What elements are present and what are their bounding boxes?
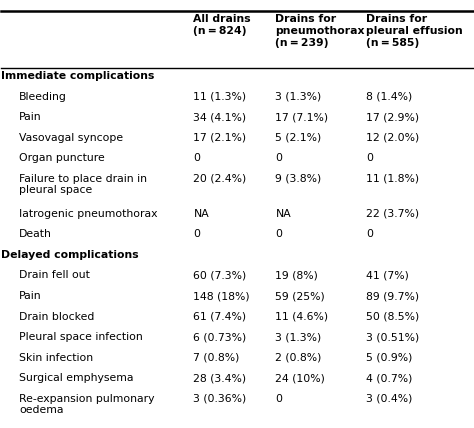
Text: Failure to place drain in
pleural space: Failure to place drain in pleural space <box>19 174 147 195</box>
Text: 60 (7.3%): 60 (7.3%) <box>193 270 246 280</box>
Text: 3 (0.4%): 3 (0.4%) <box>366 394 412 404</box>
Text: 0: 0 <box>275 229 283 239</box>
Text: 0: 0 <box>193 229 201 239</box>
Text: 6 (0.73%): 6 (0.73%) <box>193 332 246 342</box>
Text: 17 (2.1%): 17 (2.1%) <box>193 133 246 143</box>
Text: 3 (0.51%): 3 (0.51%) <box>366 332 419 342</box>
Text: 28 (3.4%): 28 (3.4%) <box>193 373 246 383</box>
Text: Drains for
pleural effusion
(n = 585): Drains for pleural effusion (n = 585) <box>366 14 463 48</box>
Text: Drain fell out: Drain fell out <box>19 270 90 280</box>
Text: 3 (1.3%): 3 (1.3%) <box>275 92 322 101</box>
Text: Death: Death <box>19 229 52 239</box>
Text: NA: NA <box>193 209 209 219</box>
Text: 148 (18%): 148 (18%) <box>193 291 250 301</box>
Text: 50 (8.5%): 50 (8.5%) <box>366 312 419 321</box>
Text: 59 (25%): 59 (25%) <box>275 291 325 301</box>
Text: All drains
(n = 824): All drains (n = 824) <box>193 14 251 36</box>
Text: Immediate complications: Immediate complications <box>1 71 155 81</box>
Text: 8 (1.4%): 8 (1.4%) <box>366 92 412 101</box>
Text: 19 (8%): 19 (8%) <box>275 270 318 280</box>
Text: 61 (7.4%): 61 (7.4%) <box>193 312 246 321</box>
Text: 0: 0 <box>366 229 373 239</box>
Text: 0: 0 <box>275 153 283 163</box>
Text: 0: 0 <box>366 153 373 163</box>
Text: 89 (9.7%): 89 (9.7%) <box>366 291 419 301</box>
Text: 20 (2.4%): 20 (2.4%) <box>193 174 246 184</box>
Text: Vasovagal syncope: Vasovagal syncope <box>19 133 123 143</box>
Text: 2 (0.8%): 2 (0.8%) <box>275 353 322 363</box>
Text: Pain: Pain <box>19 112 42 122</box>
Text: 11 (1.8%): 11 (1.8%) <box>366 174 419 184</box>
Text: 3 (0.36%): 3 (0.36%) <box>193 394 246 404</box>
Text: 7 (0.8%): 7 (0.8%) <box>193 353 240 363</box>
Text: NA: NA <box>275 209 291 219</box>
Text: Pleural space infection: Pleural space infection <box>19 332 143 342</box>
Text: Drain blocked: Drain blocked <box>19 312 94 321</box>
Text: 3 (1.3%): 3 (1.3%) <box>275 332 322 342</box>
Text: Bleeding: Bleeding <box>19 92 67 101</box>
Text: 9 (3.8%): 9 (3.8%) <box>275 174 322 184</box>
Text: Iatrogenic pneumothorax: Iatrogenic pneumothorax <box>19 209 157 219</box>
Text: 0: 0 <box>275 394 283 404</box>
Text: 11 (4.6%): 11 (4.6%) <box>275 312 328 321</box>
Text: 41 (7%): 41 (7%) <box>366 270 409 280</box>
Text: 11 (1.3%): 11 (1.3%) <box>193 92 246 101</box>
Text: 5 (0.9%): 5 (0.9%) <box>366 353 412 363</box>
Text: 5 (2.1%): 5 (2.1%) <box>275 133 322 143</box>
Text: 34 (4.1%): 34 (4.1%) <box>193 112 246 122</box>
Text: 17 (2.9%): 17 (2.9%) <box>366 112 419 122</box>
Text: Pain: Pain <box>19 291 42 301</box>
Text: 24 (10%): 24 (10%) <box>275 373 325 383</box>
Text: 4 (0.7%): 4 (0.7%) <box>366 373 412 383</box>
Text: 0: 0 <box>193 153 201 163</box>
Text: Drains for
pneumothorax
(n = 239): Drains for pneumothorax (n = 239) <box>275 14 365 48</box>
Text: Skin infection: Skin infection <box>19 353 93 363</box>
Text: 17 (7.1%): 17 (7.1%) <box>275 112 328 122</box>
Text: Re-expansion pulmonary
oedema: Re-expansion pulmonary oedema <box>19 394 155 415</box>
Text: Surgical emphysema: Surgical emphysema <box>19 373 134 383</box>
Text: Organ puncture: Organ puncture <box>19 153 105 163</box>
Text: Delayed complications: Delayed complications <box>1 250 138 260</box>
Text: 22 (3.7%): 22 (3.7%) <box>366 209 419 219</box>
Text: 12 (2.0%): 12 (2.0%) <box>366 133 419 143</box>
